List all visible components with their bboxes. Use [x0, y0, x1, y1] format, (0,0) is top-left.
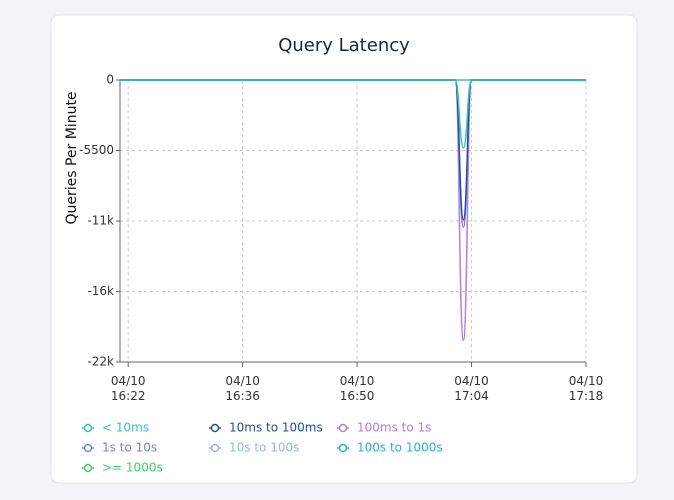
- legend-label: 100ms to 1s: [357, 421, 431, 435]
- x-tick-label: 04/10 17:18: [569, 374, 604, 403]
- legend-label: >= 1000s: [102, 461, 163, 475]
- legend-marker: [83, 423, 93, 433]
- y-axis-label: Queries Per Minute: [64, 91, 80, 224]
- x-tick-label: 04/10 16:36: [225, 374, 260, 403]
- legend-item[interactable]: >= 1000s: [82, 461, 163, 475]
- series-line: [119, 79, 586, 149]
- legend-label: 10s to 100s: [229, 441, 299, 455]
- legend-marker: [83, 443, 93, 453]
- legend-item[interactable]: 100s to 1000s: [337, 441, 443, 455]
- y-tick-label: -16k: [87, 284, 114, 298]
- legend-marker: [210, 443, 220, 453]
- legend-item[interactable]: 10s to 100s: [209, 441, 299, 455]
- x-tick-label: 04/10 17:04: [454, 374, 489, 403]
- x-tick-label: 04/10 16:22: [111, 374, 146, 403]
- legend-marker: [338, 423, 348, 433]
- legend-label: 10ms to 100ms: [229, 421, 323, 435]
- legend-item[interactable]: 100ms to 1s: [337, 421, 431, 435]
- y-tick-label: -22k: [87, 355, 114, 369]
- legend-label: < 10ms: [102, 421, 149, 435]
- legend-label: 1s to 10s: [102, 441, 157, 455]
- legend-marker: [338, 443, 348, 453]
- legend-item[interactable]: < 10ms: [82, 421, 149, 435]
- legend-label: 100s to 1000s: [357, 441, 443, 455]
- legend-marker: [83, 463, 93, 473]
- y-tick-label: -11k: [87, 214, 114, 228]
- legend-item[interactable]: 10ms to 100ms: [209, 421, 323, 435]
- legend-marker: [210, 423, 220, 433]
- y-tick-label: -5500: [79, 143, 114, 157]
- card: [50, 14, 638, 484]
- y-tick-label: 0: [106, 73, 114, 87]
- legend-item[interactable]: 1s to 10s: [82, 441, 157, 455]
- chart-title: Query Latency: [278, 35, 410, 56]
- x-tick-label: 04/10 16:50: [340, 374, 375, 403]
